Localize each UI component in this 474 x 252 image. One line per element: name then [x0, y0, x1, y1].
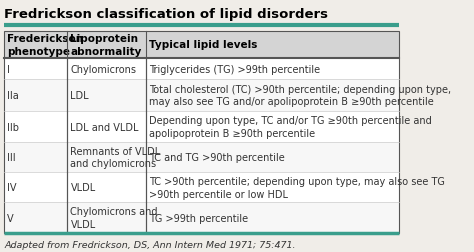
Text: TG >99th percentile: TG >99th percentile [149, 213, 248, 223]
Text: III: III [7, 152, 16, 162]
Text: Fredrickson classification of lipid disorders: Fredrickson classification of lipid diso… [4, 8, 328, 20]
Text: IIb: IIb [7, 122, 19, 132]
Text: TC and TG >90th percentile: TC and TG >90th percentile [149, 152, 285, 162]
Text: Chylomicrons: Chylomicrons [71, 64, 137, 74]
Text: LDL and VLDL: LDL and VLDL [71, 122, 139, 132]
Bar [4, 142, 399, 172]
Text: I: I [7, 64, 10, 74]
Bar [4, 59, 399, 79]
Bar [4, 32, 399, 59]
Text: LDL: LDL [71, 91, 89, 101]
Bar [4, 112, 399, 142]
Text: IV: IV [7, 183, 17, 193]
Text: TC >90th percentile; depending upon type, may also see TG
>90th percentile or lo: TC >90th percentile; depending upon type… [149, 176, 445, 199]
Bar [4, 172, 399, 203]
Text: Lipoprotein
abnormality: Lipoprotein abnormality [71, 34, 142, 56]
Bar [4, 32, 399, 233]
Text: Depending upon type, TC and/or TG ≥90th percentile and
apolipoprotein B ≥90th pe: Depending upon type, TC and/or TG ≥90th … [149, 116, 432, 138]
Bar [4, 203, 399, 233]
Text: Typical lipid levels: Typical lipid levels [149, 40, 258, 50]
Text: Chylomicrons and
VLDL: Chylomicrons and VLDL [71, 207, 158, 229]
Text: Total cholesterol (TC) >90th percentile; depending upon type,
may also see TG an: Total cholesterol (TC) >90th percentile;… [149, 84, 452, 107]
Text: V: V [7, 213, 14, 223]
Text: VLDL: VLDL [71, 183, 96, 193]
Text: Adapted from Fredrickson, DS, Ann Intern Med 1971; 75:471.: Adapted from Fredrickson, DS, Ann Intern… [4, 240, 295, 249]
Text: IIa: IIa [7, 91, 19, 101]
Text: Triglycerides (TG) >99th percentile: Triglycerides (TG) >99th percentile [149, 64, 320, 74]
Text: Remnants of VLDL
and chylomicrons: Remnants of VLDL and chylomicrons [71, 146, 161, 169]
Text: Frederickson
phenotype: Frederickson phenotype [7, 34, 83, 56]
Bar [4, 79, 399, 112]
